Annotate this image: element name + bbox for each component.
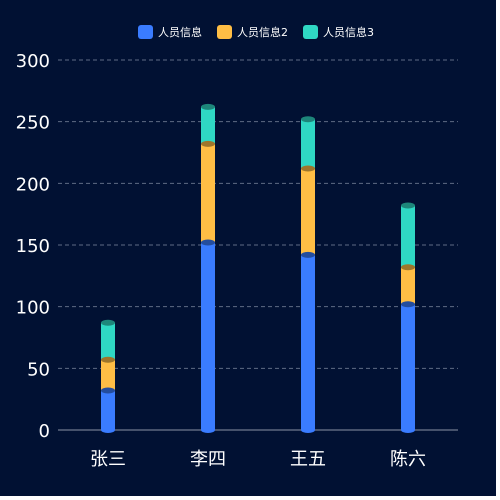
bar-segment-top bbox=[401, 264, 415, 271]
bars bbox=[101, 103, 415, 433]
y-tick-label: 150 bbox=[16, 236, 50, 257]
bar-segment[interactable] bbox=[401, 205, 415, 268]
legend-swatch[interactable] bbox=[217, 25, 232, 39]
legend-label[interactable]: 人员信息3 bbox=[323, 25, 374, 39]
x-tick-label: 李四 bbox=[190, 449, 226, 470]
legend-swatch[interactable] bbox=[138, 25, 153, 39]
y-tick-label: 250 bbox=[16, 113, 50, 134]
bar-segment[interactable] bbox=[201, 242, 215, 430]
y-tick-label: 200 bbox=[16, 174, 50, 195]
y-tick-label: 100 bbox=[16, 298, 50, 319]
bar-segment[interactable] bbox=[201, 106, 215, 144]
legend-label[interactable]: 人员信息 bbox=[158, 25, 202, 39]
bar-segment-top bbox=[101, 356, 115, 363]
bar-bottom-cap bbox=[301, 427, 315, 433]
bar-segment-top bbox=[201, 140, 215, 147]
x-axis: 张三 李四 王五 陈六 bbox=[90, 449, 426, 470]
y-tick-label: 50 bbox=[27, 359, 50, 380]
y-tick-label: 0 bbox=[39, 421, 50, 442]
bar-segment[interactable] bbox=[201, 143, 215, 243]
bar-segment[interactable] bbox=[301, 168, 315, 255]
bar-segment[interactable] bbox=[301, 254, 315, 430]
bar-bottom-cap bbox=[201, 427, 215, 433]
bar-segment-top bbox=[301, 251, 315, 258]
legend: 人员信息 人员信息2 人员信息3 bbox=[138, 25, 374, 39]
bar-bottom-cap bbox=[101, 427, 115, 433]
bar-segment-top bbox=[301, 165, 315, 172]
y-axis: 0 50 100 150 200 250 300 bbox=[16, 51, 50, 442]
bar-segment[interactable] bbox=[101, 359, 115, 391]
legend-swatch[interactable] bbox=[303, 25, 318, 39]
bar-segment-top bbox=[101, 319, 115, 326]
x-tick-label: 王五 bbox=[290, 449, 326, 470]
y-tick-label: 300 bbox=[16, 51, 50, 72]
bar-segment-top bbox=[401, 301, 415, 308]
bar-segment[interactable] bbox=[101, 390, 115, 430]
x-tick-label: 张三 bbox=[90, 449, 126, 470]
bar-segment[interactable] bbox=[101, 322, 115, 360]
bar-segment[interactable] bbox=[401, 267, 415, 305]
bar-segment[interactable] bbox=[301, 119, 315, 169]
bar-segment-top bbox=[201, 103, 215, 110]
bar-segment-top bbox=[201, 239, 215, 246]
x-tick-label: 陈六 bbox=[390, 449, 426, 470]
grid-lines bbox=[58, 59, 458, 431]
bar-segment-top bbox=[101, 387, 115, 394]
bar-bottom-cap bbox=[401, 427, 415, 433]
legend-label[interactable]: 人员信息2 bbox=[237, 25, 288, 39]
bar-segment-top bbox=[301, 116, 315, 123]
bar-segment-top bbox=[401, 202, 415, 209]
bar-segment[interactable] bbox=[401, 304, 415, 430]
